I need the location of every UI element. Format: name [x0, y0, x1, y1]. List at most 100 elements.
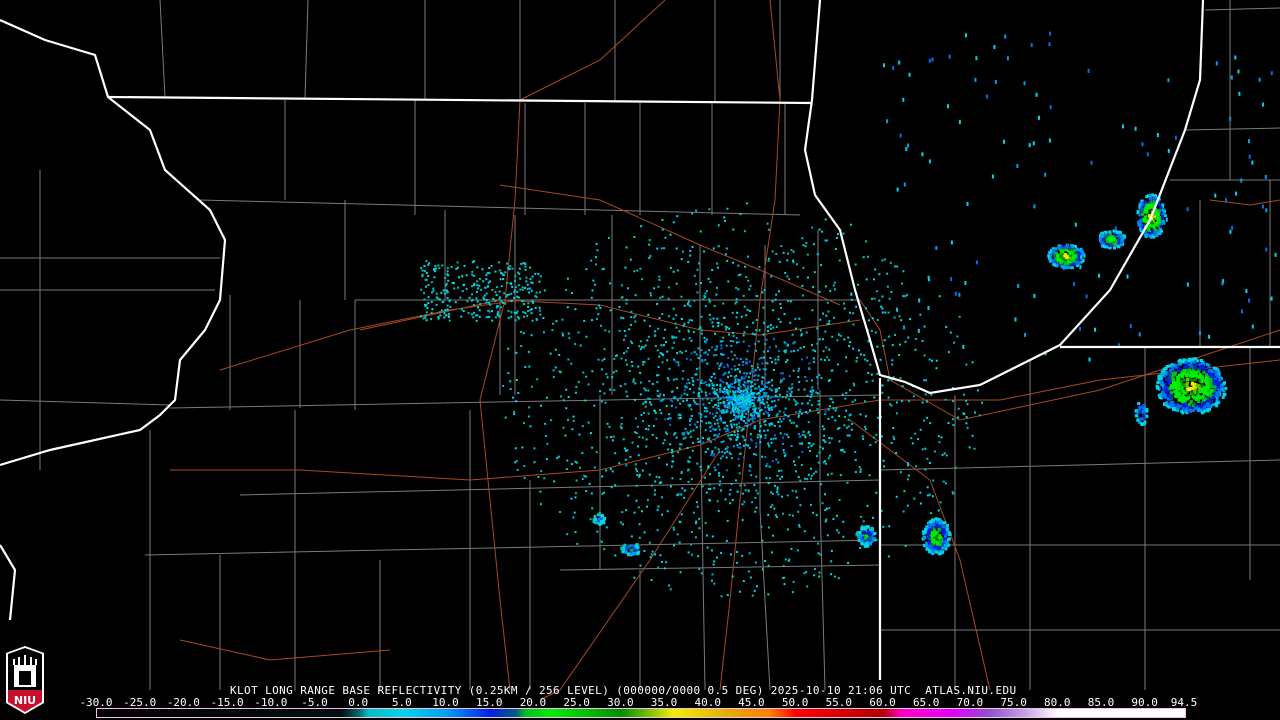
- echo-pixel: [423, 292, 426, 295]
- echo-pixel: [1159, 376, 1163, 380]
- echo-pixel: [585, 490, 588, 493]
- echo-pixel: [755, 392, 758, 395]
- echo-pixel: [727, 375, 730, 378]
- echo-pixel: [441, 301, 444, 304]
- echo-pixel: [545, 396, 548, 399]
- echo-pixel: [780, 372, 783, 375]
- echo-pixel: [816, 376, 819, 379]
- echo-pixel: [695, 426, 698, 429]
- echo-pixel: [824, 520, 827, 523]
- echo-pixel: [1205, 390, 1209, 393]
- echo-pixel: [710, 424, 713, 427]
- echo-pixel: [682, 324, 685, 327]
- echo-pixel: [565, 407, 568, 410]
- echo-pixel: [1165, 217, 1168, 222]
- echo-pixel: [724, 430, 727, 433]
- echo-pixel: [515, 379, 518, 381]
- echo-pixel: [1161, 219, 1165, 223]
- echo-pixel: [739, 590, 742, 593]
- echo-pixel: [914, 348, 917, 351]
- echo-pixel: [648, 257, 651, 260]
- echo-pixel: [534, 295, 537, 298]
- echo-pixel: [1200, 400, 1204, 404]
- echo-pixel: [514, 319, 517, 322]
- echo-pixel: [921, 530, 925, 534]
- echo-pixel: [1149, 224, 1153, 228]
- echo-pixel: [608, 236, 610, 239]
- echo-pixel: [1117, 241, 1121, 245]
- echo-pixel: [1214, 382, 1218, 386]
- echo-pixel: [686, 393, 689, 396]
- echo-pixel: [1185, 406, 1189, 410]
- echo-pixel: [719, 397, 722, 400]
- echo-pixel: [735, 404, 738, 407]
- echo-pixel: [713, 466, 716, 469]
- echo-pixel: [668, 367, 671, 370]
- echo-pixel: [545, 458, 548, 461]
- echo-pixel: [600, 324, 602, 327]
- echo-pixel: [630, 310, 633, 313]
- echo-pixel: [687, 321, 690, 324]
- echo-pixel: [601, 268, 604, 271]
- echo-pixel: [734, 381, 737, 383]
- echo-pixel: [499, 306, 502, 309]
- echo-pixel: [514, 447, 517, 450]
- echo-pixel: [795, 411, 798, 413]
- echo-pixel: [715, 388, 718, 391]
- echo-pixel: [752, 370, 755, 373]
- echo-pixel: [884, 311, 887, 314]
- echo-pixel: [540, 470, 543, 473]
- echo-pixel: [743, 372, 746, 375]
- echo-pixel: [774, 298, 777, 301]
- echo-pixel: [711, 573, 714, 576]
- echo-pixel: [921, 339, 924, 342]
- echo-pixel: [1193, 382, 1197, 386]
- echo-pixel: [800, 333, 803, 336]
- echo-pixel: [921, 152, 924, 157]
- echo-pixel: [817, 542, 820, 545]
- echo-pixel: [777, 398, 780, 401]
- echo-pixel: [1180, 379, 1183, 383]
- echo-pixel: [854, 399, 857, 402]
- echo-pixel: [773, 424, 776, 427]
- echo-pixel: [778, 410, 781, 413]
- echo-pixel: [816, 342, 819, 345]
- echo-pixel: [471, 261, 474, 264]
- echo-pixel: [637, 365, 640, 368]
- echo-pixel: [1081, 253, 1085, 257]
- echo-pixel: [446, 304, 449, 307]
- echo-pixel: [725, 328, 728, 331]
- echo-pixel: [693, 351, 696, 354]
- echo-pixel: [709, 499, 712, 502]
- echo-pixel: [420, 315, 422, 318]
- echo-pixel: [536, 378, 539, 381]
- echo-pixel: [1157, 211, 1161, 215]
- echo-pixel: [545, 435, 547, 437]
- echo-pixel: [1138, 220, 1142, 224]
- echo-pixel: [797, 416, 800, 418]
- echo-pixel: [1135, 410, 1139, 414]
- echo-pixel: [777, 355, 780, 358]
- echo-pixel: [657, 566, 660, 569]
- echo-pixel: [753, 379, 756, 382]
- echo-pixel: [694, 423, 696, 426]
- echo-pixel: [704, 521, 707, 524]
- echo-pixel: [895, 412, 898, 415]
- echo-pixel: [820, 358, 823, 361]
- echo-pixel: [971, 361, 974, 364]
- echo-pixel: [554, 348, 557, 351]
- echo-pixel: [728, 333, 730, 336]
- echo-pixel: [923, 530, 927, 534]
- echo-pixel: [540, 404, 542, 407]
- echo-pixel: [1098, 273, 1101, 278]
- echo-pixel: [662, 398, 665, 401]
- echo-pixel: [751, 594, 754, 597]
- echo-pixel: [697, 441, 700, 443]
- echo-pixel: [1167, 371, 1171, 375]
- echo-pixel: [717, 395, 720, 398]
- echo-pixel: [730, 400, 733, 403]
- echo-pixel: [700, 315, 703, 318]
- echo-pixel: [623, 338, 625, 341]
- echo-pixel: [1067, 249, 1070, 253]
